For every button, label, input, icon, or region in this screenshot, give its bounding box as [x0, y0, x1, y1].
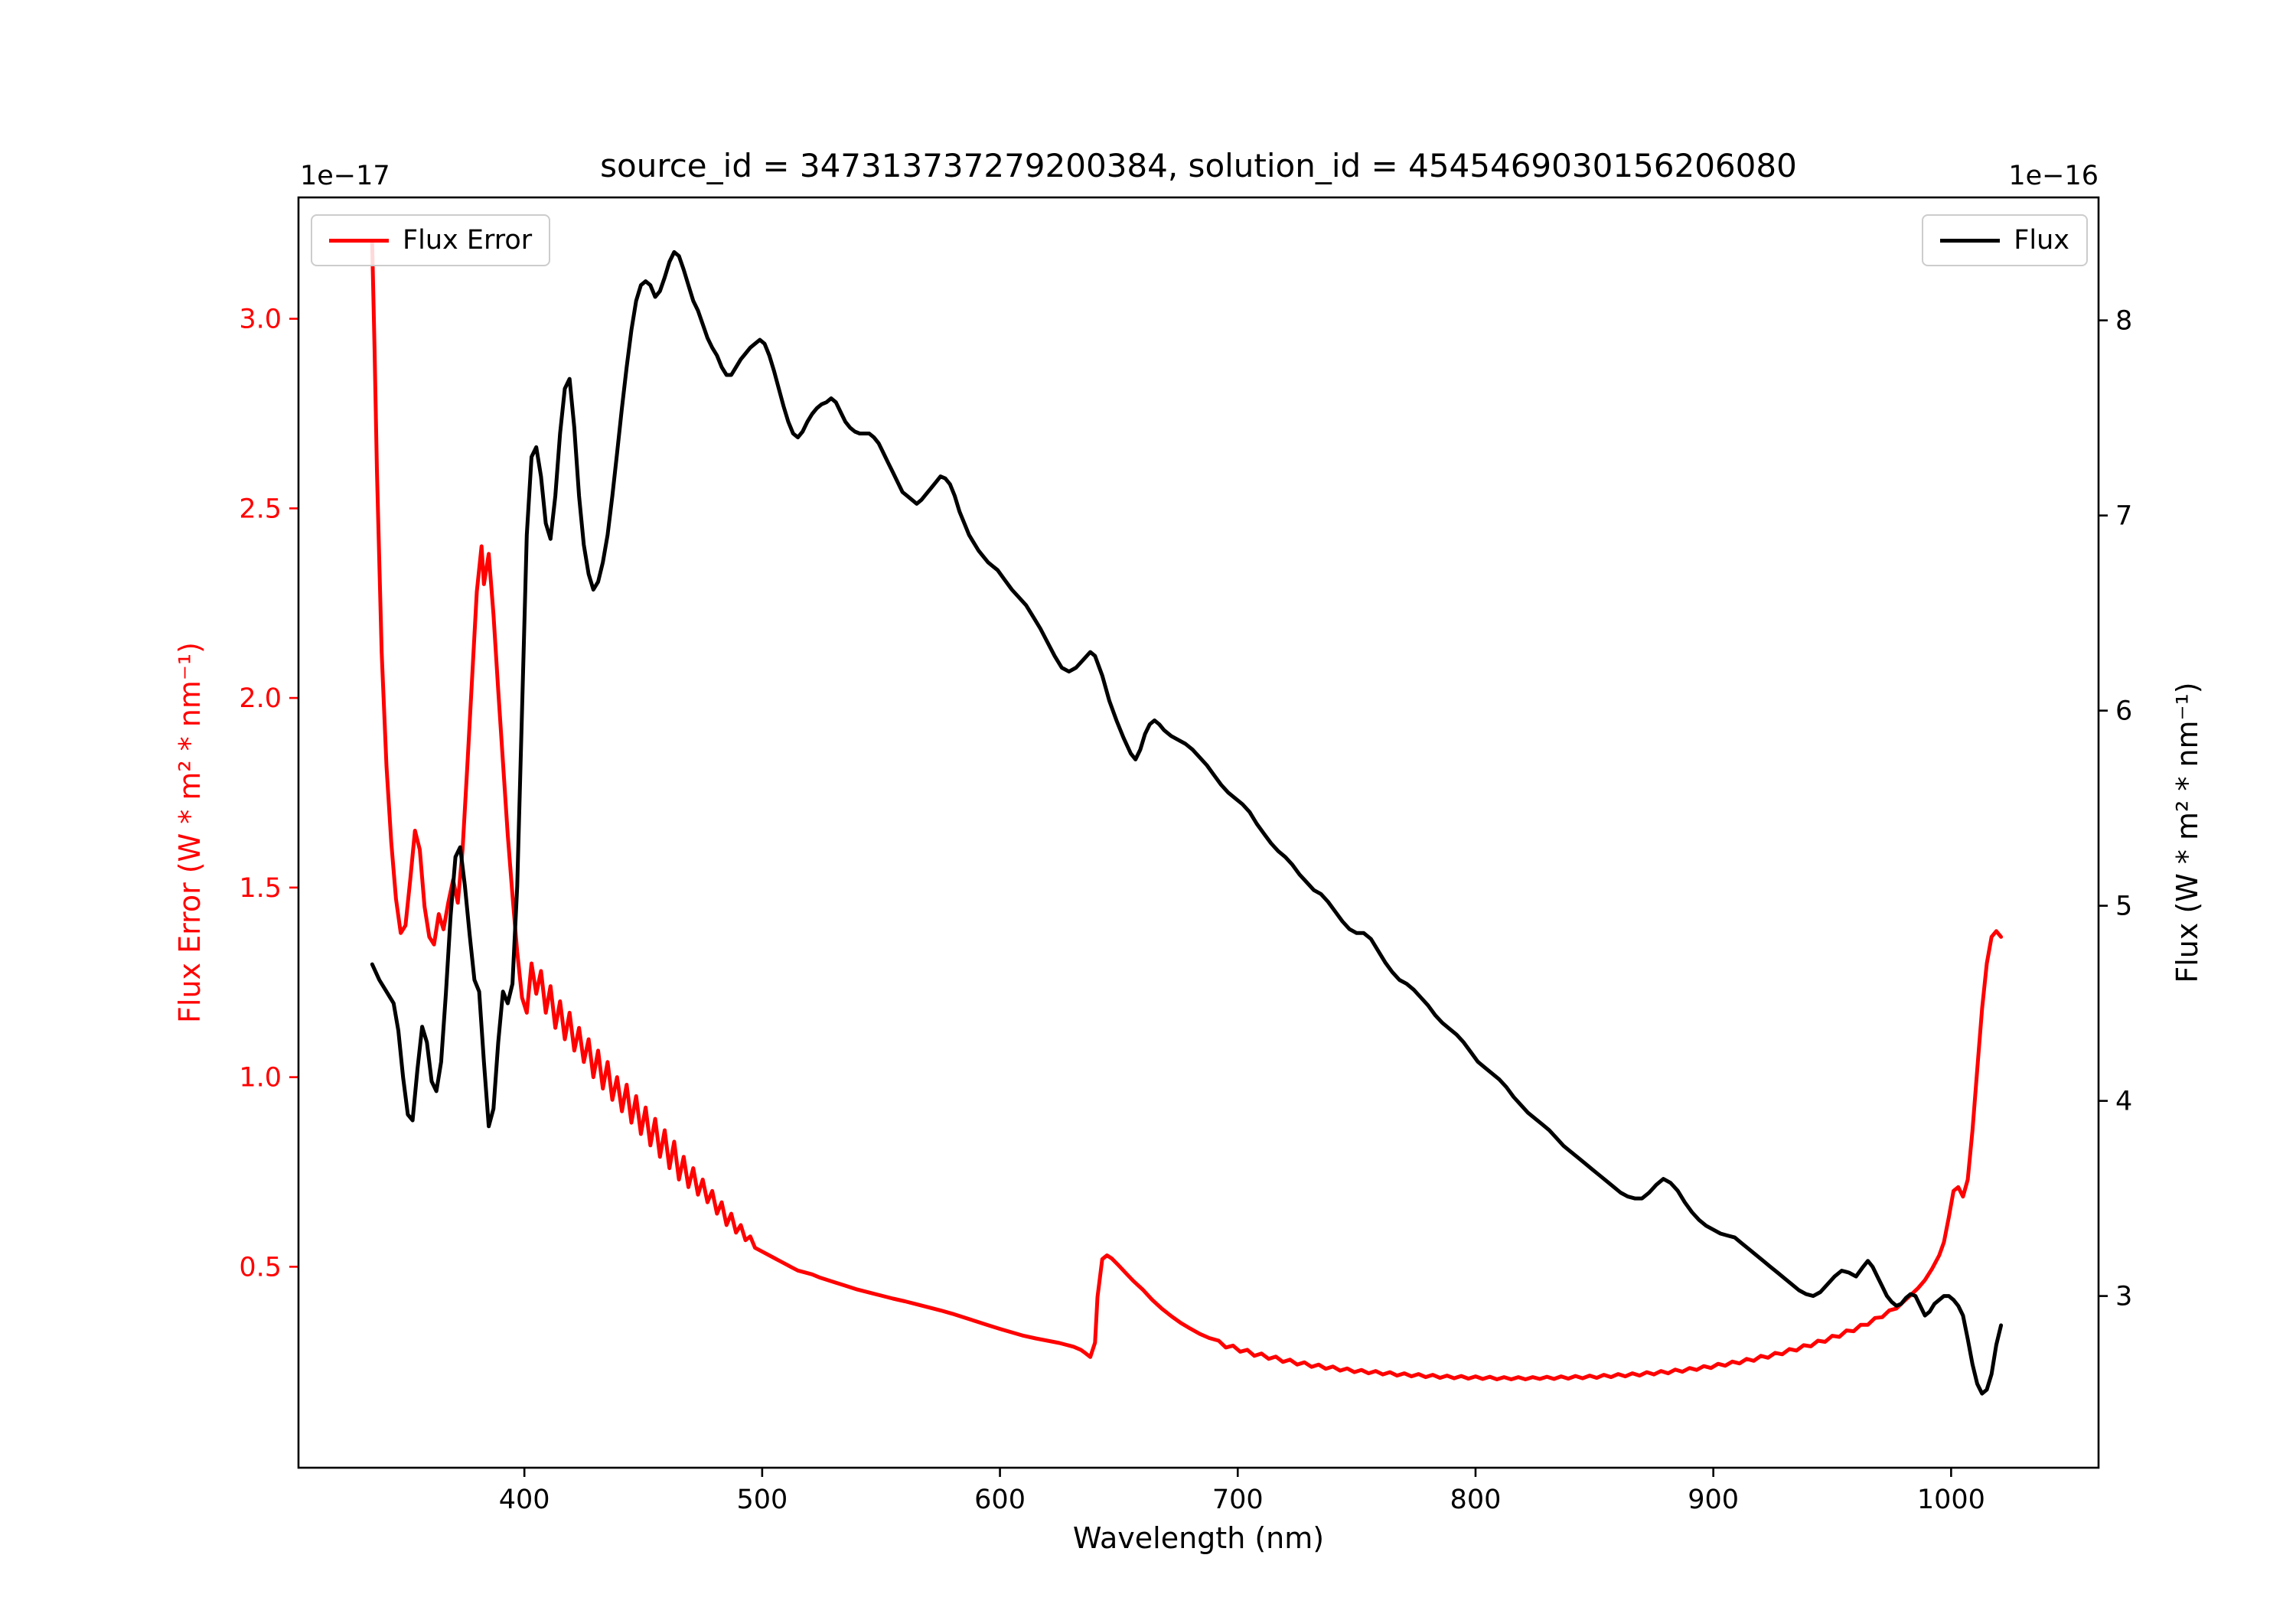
right-y-axis-label: Flux (W * m² * nm⁻¹) — [2170, 682, 2204, 983]
x-tick-label: 800 — [1450, 1485, 1502, 1515]
x-tick-label: 900 — [1688, 1485, 1739, 1515]
left-y-axis-label: Flux Error (W * m² * nm⁻¹) — [173, 642, 207, 1023]
right-y-tick-label: 6 — [2115, 696, 2132, 727]
flux-error-line — [370, 241, 2004, 1381]
x-axis-label: Wavelength (nm) — [1072, 1521, 1325, 1555]
right-y-tick-label: 7 — [2115, 501, 2132, 532]
right-y-tick-label: 5 — [2115, 892, 2132, 922]
right-y-tick-label: 4 — [2115, 1087, 2132, 1117]
flux-line — [370, 249, 2004, 1396]
flux-legend-swatch — [1940, 238, 2001, 243]
flux-error-legend-label: Flux Error — [403, 225, 533, 256]
left-y-tick-label: 0.5 — [239, 1252, 282, 1283]
x-tick-label: 1000 — [1917, 1485, 1985, 1515]
x-tick-label: 500 — [736, 1485, 788, 1515]
x-tick-label: 700 — [1212, 1485, 1264, 1515]
flux-error-legend-swatch — [329, 238, 389, 243]
left-y-tick-label: 2.0 — [239, 683, 282, 714]
left-y-tick-label: 1.0 — [239, 1063, 282, 1094]
left-y-tick-label: 3.0 — [239, 305, 282, 335]
flux-legend-label: Flux — [2014, 225, 2069, 256]
x-tick-label: 400 — [499, 1485, 550, 1515]
right-y-tick-label: 3 — [2115, 1282, 2132, 1312]
chart-title: source_id = 347313737279200384, solution… — [600, 147, 1797, 184]
right-y-tick-label: 8 — [2115, 306, 2132, 337]
legend-flux: Flux — [1922, 214, 2088, 266]
left-y-tick-label: 2.5 — [239, 494, 282, 524]
left-axis-offset-label: 1e−17 — [300, 161, 390, 191]
right-axis-offset-label: 1e−16 — [2008, 161, 2099, 191]
plot-border — [297, 196, 2100, 1469]
left-y-tick-label: 1.5 — [239, 873, 282, 904]
legend-flux-error: Flux Error — [311, 214, 551, 266]
x-tick-label: 600 — [974, 1485, 1026, 1515]
